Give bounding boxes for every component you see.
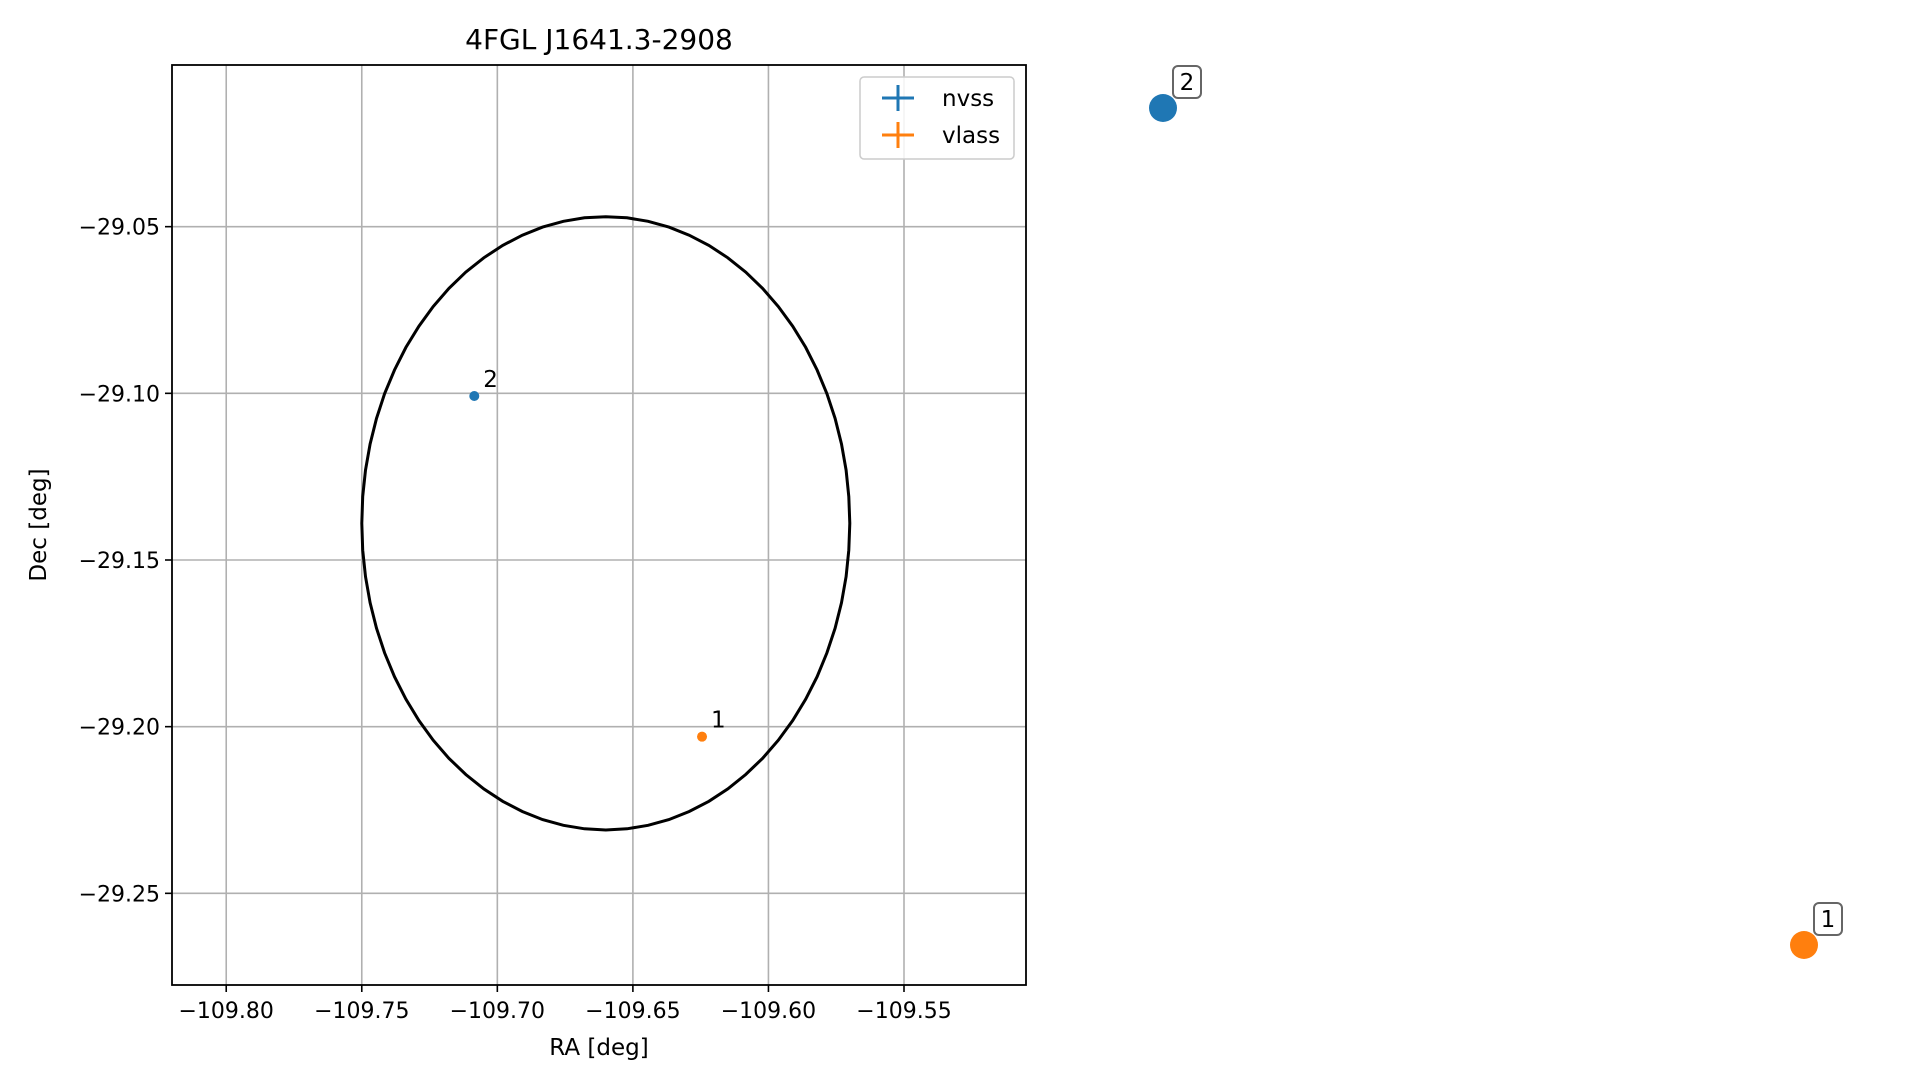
x-axis-label: RA [deg] bbox=[549, 1035, 648, 1061]
y-tick-label: −29.25 bbox=[79, 882, 160, 907]
x-tick-label: −109.75 bbox=[314, 999, 409, 1024]
side-marker-label-box bbox=[1813, 902, 1843, 936]
y-tick-label: −29.10 bbox=[79, 382, 160, 407]
legend-label-nvss: nvss bbox=[942, 86, 994, 112]
y-axis-label: Dec [deg] bbox=[26, 468, 52, 581]
ticks: −109.80 −109.75 −109.70 −109.65 −109.60 −109.… bbox=[79, 216, 952, 1024]
grid bbox=[172, 65, 1026, 985]
legend-label-vlass: vlass bbox=[942, 123, 1000, 149]
x-tick-label: −109.65 bbox=[585, 999, 680, 1024]
data-points: 21 bbox=[469, 367, 726, 742]
side-marker-label-box bbox=[1172, 65, 1202, 99]
x-tick-label: −109.60 bbox=[721, 999, 816, 1024]
error-ellipse bbox=[360, 215, 852, 832]
y-tick-label: −29.15 bbox=[79, 549, 160, 574]
side-marker-1 bbox=[1790, 931, 1818, 959]
x-tick-label: −109.80 bbox=[179, 999, 274, 1024]
side-marker-2 bbox=[1149, 94, 1177, 122]
side-marker-label: 1 bbox=[1821, 907, 1836, 933]
x-tick-label: −109.70 bbox=[450, 999, 545, 1024]
y-tick-label: −29.20 bbox=[79, 716, 160, 741]
chart-title: 4FGL J1641.3-2908 bbox=[465, 23, 733, 56]
x-tick-label: −109.55 bbox=[856, 999, 951, 1024]
side-markers: 21 bbox=[1149, 65, 1843, 959]
point-label: 1 bbox=[711, 708, 726, 734]
plot-frame bbox=[171, 64, 1027, 986]
data-point-vlass bbox=[697, 731, 708, 742]
legend: nvss vlass bbox=[859, 76, 1015, 160]
data-point-nvss bbox=[469, 391, 480, 401]
point-label: 2 bbox=[483, 367, 498, 393]
side-marker-label: 2 bbox=[1180, 70, 1195, 96]
y-tick-label: −29.05 bbox=[79, 216, 160, 241]
